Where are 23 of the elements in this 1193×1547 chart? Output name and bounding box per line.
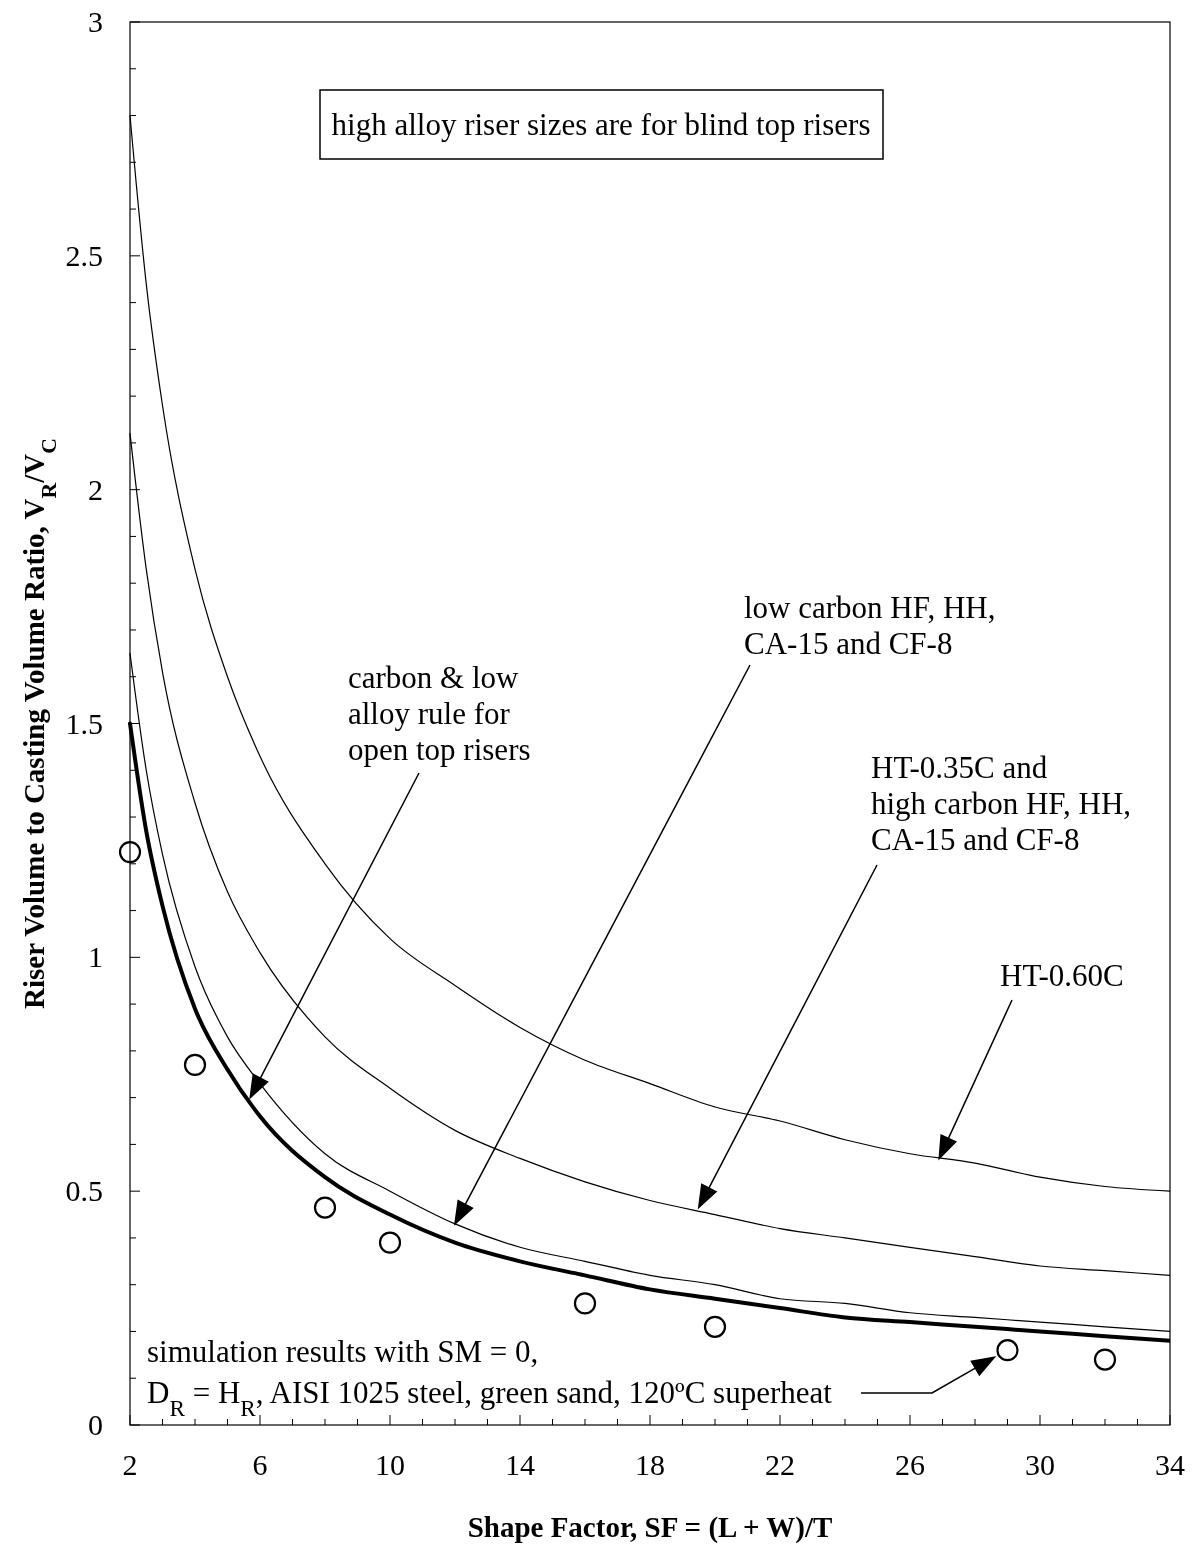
x-tick-label: 10: [375, 1448, 405, 1481]
x-axis-title: Shape Factor, SF = (L + W)/T: [467, 1511, 833, 1544]
x-tick-label: 6: [252, 1448, 268, 1481]
x-tick-label: 26: [895, 1448, 925, 1481]
x-tick-label: 2: [122, 1448, 138, 1481]
annotation: low carbon HF, HH, CA-15 and CF-8: [744, 590, 996, 661]
x-tick-label: 18: [635, 1448, 665, 1481]
x-tick-label: 30: [1025, 1448, 1055, 1481]
y-tick-label: 2.5: [65, 238, 103, 272]
y-tick-label: 2: [88, 472, 103, 506]
y-tick-label: 3: [88, 5, 103, 38]
annotation: carbon & low alloy rule for open top risers: [348, 660, 531, 767]
x-tick-label: 14: [505, 1448, 535, 1481]
y-tick-label: 1: [88, 940, 103, 974]
x-tick-label: 34: [1155, 1448, 1185, 1481]
annotation: simulation results with SM = 0, D$_{R}$ = H$_{R}$, AISI 1025 steel, green sand, 120ºC superheat: [147, 1334, 833, 1421]
y-tick-label: 0.5: [65, 1174, 103, 1208]
y-tick-label: 1.5: [65, 706, 103, 740]
annotation: HT-0.60C: [1000, 958, 1124, 993]
annotation: high alloy riser sizes are for blind top risers: [331, 107, 871, 142]
y-tick-label: 0: [88, 1408, 103, 1441]
x-tick-label: 22: [765, 1448, 795, 1481]
annotation: HT-0.35C and high carbon HF, HH, CA-15 and CF-8: [871, 750, 1132, 857]
